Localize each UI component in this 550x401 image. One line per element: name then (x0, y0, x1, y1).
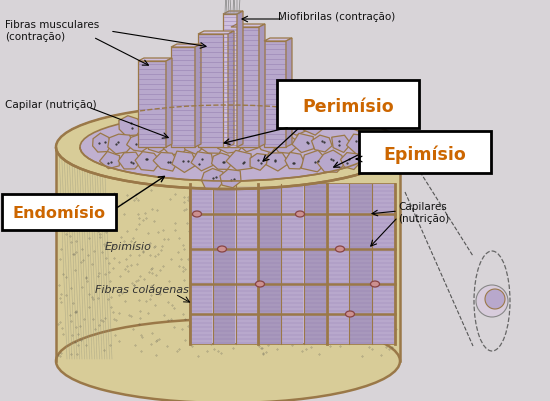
Polygon shape (228, 116, 252, 136)
Text: Fibras musculares
(contração): Fibras musculares (contração) (5, 20, 99, 41)
Polygon shape (162, 133, 189, 155)
Polygon shape (340, 153, 360, 170)
Ellipse shape (336, 246, 344, 252)
Polygon shape (138, 118, 158, 135)
Polygon shape (138, 62, 166, 148)
Polygon shape (264, 39, 292, 42)
Polygon shape (199, 134, 224, 154)
Ellipse shape (476, 285, 508, 317)
Polygon shape (373, 184, 394, 344)
Polygon shape (301, 151, 328, 172)
Polygon shape (259, 25, 265, 148)
Polygon shape (198, 32, 234, 35)
Polygon shape (265, 116, 288, 137)
Polygon shape (212, 154, 233, 170)
Polygon shape (266, 154, 289, 172)
Polygon shape (304, 184, 326, 344)
Polygon shape (346, 135, 371, 156)
Polygon shape (171, 48, 195, 148)
Polygon shape (231, 28, 259, 148)
Polygon shape (286, 39, 292, 148)
Ellipse shape (217, 246, 227, 252)
Polygon shape (108, 135, 133, 154)
Polygon shape (259, 184, 281, 344)
Polygon shape (304, 117, 324, 136)
Text: Capilares
(nutrição): Capilares (nutrição) (398, 201, 449, 223)
Text: Epimísio: Epimísio (105, 241, 152, 252)
Polygon shape (195, 45, 201, 148)
Ellipse shape (256, 281, 265, 287)
Polygon shape (191, 152, 213, 172)
FancyBboxPatch shape (2, 194, 116, 231)
Polygon shape (273, 135, 297, 154)
Polygon shape (153, 153, 178, 172)
Polygon shape (166, 59, 172, 148)
Polygon shape (100, 152, 119, 169)
Ellipse shape (345, 311, 355, 317)
Polygon shape (201, 169, 224, 190)
Text: Miofibrilas (contração): Miofibrilas (contração) (278, 12, 395, 22)
Polygon shape (231, 25, 265, 28)
Polygon shape (172, 117, 195, 136)
Text: Capilar (nutrição): Capilar (nutrição) (5, 100, 97, 110)
Polygon shape (198, 35, 228, 148)
Ellipse shape (56, 319, 400, 401)
Polygon shape (172, 152, 197, 173)
Polygon shape (126, 135, 149, 152)
Polygon shape (223, 12, 243, 15)
Polygon shape (237, 12, 243, 148)
Polygon shape (332, 136, 351, 153)
Polygon shape (218, 132, 245, 154)
Polygon shape (190, 184, 212, 344)
Polygon shape (119, 116, 143, 136)
Polygon shape (212, 115, 236, 138)
Polygon shape (250, 154, 267, 171)
Text: Epimísio: Epimísio (384, 146, 466, 164)
Text: Endomísio: Endomísio (13, 206, 106, 221)
Polygon shape (183, 133, 204, 155)
Ellipse shape (192, 211, 201, 217)
Ellipse shape (56, 106, 400, 190)
Polygon shape (264, 42, 286, 148)
Ellipse shape (80, 114, 376, 182)
Polygon shape (285, 153, 304, 170)
Polygon shape (327, 184, 349, 344)
Polygon shape (256, 136, 277, 153)
Polygon shape (236, 184, 258, 344)
Polygon shape (135, 152, 161, 171)
Polygon shape (138, 59, 172, 62)
Polygon shape (282, 184, 304, 344)
Polygon shape (285, 117, 307, 136)
Polygon shape (223, 15, 237, 148)
Polygon shape (118, 153, 142, 170)
Polygon shape (292, 134, 314, 153)
Polygon shape (350, 184, 372, 344)
Ellipse shape (485, 289, 505, 309)
Text: Perimísio: Perimísio (302, 98, 394, 116)
Polygon shape (156, 116, 177, 137)
Polygon shape (317, 151, 344, 173)
Polygon shape (220, 170, 241, 188)
Polygon shape (147, 136, 168, 153)
Polygon shape (190, 116, 216, 136)
Polygon shape (311, 136, 332, 152)
Polygon shape (246, 117, 271, 136)
FancyBboxPatch shape (359, 132, 491, 174)
Polygon shape (213, 184, 235, 344)
Polygon shape (238, 134, 258, 152)
Polygon shape (228, 32, 234, 148)
Ellipse shape (371, 281, 380, 287)
Polygon shape (171, 45, 201, 48)
Polygon shape (226, 151, 252, 171)
Text: Fibras colágenas: Fibras colágenas (95, 284, 189, 295)
Ellipse shape (295, 211, 305, 217)
Polygon shape (190, 184, 395, 344)
Polygon shape (56, 148, 400, 361)
FancyBboxPatch shape (277, 81, 419, 129)
Polygon shape (92, 134, 111, 153)
